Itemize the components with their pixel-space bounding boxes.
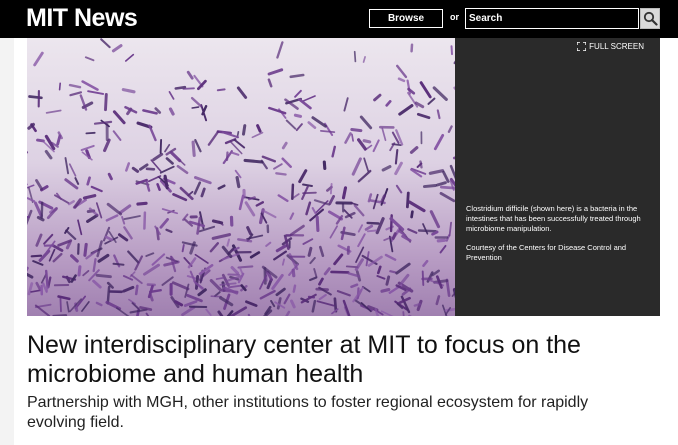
article-content: FULL SCREEN Clostridium difficile (shown… [14,38,678,445]
image-credit: Courtesy of the Centers for Disease Cont… [466,243,627,262]
caption-panel: FULL SCREEN Clostridium difficile (shown… [455,38,660,316]
site-header: MIT News Browse or [0,0,678,38]
fullscreen-button[interactable]: FULL SCREEN [577,42,644,51]
search-input[interactable] [465,8,639,29]
image-caption: Clostridium difficile (shown here) is a … [466,204,648,272]
article-headline: New interdisciplinary center at MIT to f… [27,331,581,388]
fullscreen-label: FULL SCREEN [589,42,644,51]
expand-icon [577,42,587,51]
site-logo[interactable]: MIT News [26,4,138,32]
browse-button[interactable]: Browse [369,9,443,28]
search-button[interactable] [640,8,660,29]
caption-text: Clostridium difficile (shown here) is a … [466,204,641,233]
article-subheadline: Partnership with MGH, other institutions… [27,394,589,431]
search-icon [643,11,658,26]
hero-image [27,38,455,316]
or-label: or [450,12,459,22]
